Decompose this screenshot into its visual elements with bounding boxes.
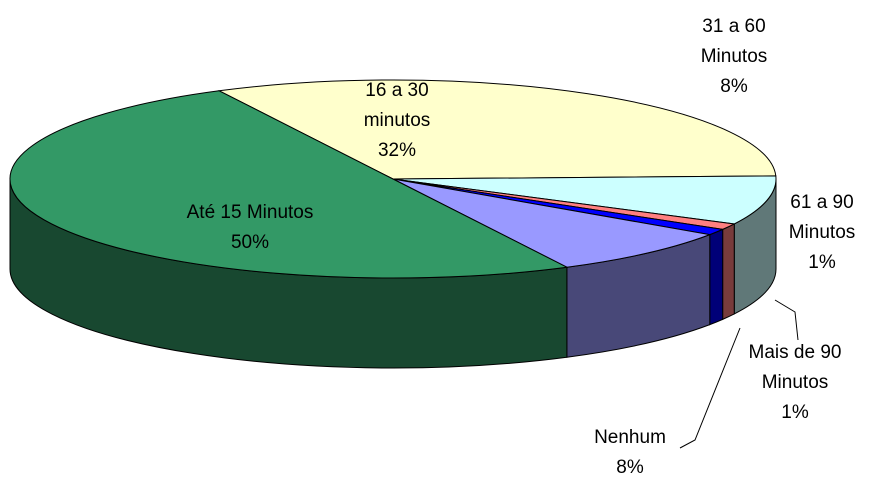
pie-side-61-a-90 [722, 223, 735, 321]
slice-label-61-a-90: 61 a 90 Minutos 1% [788, 192, 856, 273]
slice-label-16-a-30: 16 a 30 minutos 32% [363, 80, 431, 161]
leader-line-mais-de-90 [774, 299, 799, 341]
leader-lines [679, 299, 799, 449]
leader-line-nenhum [679, 327, 741, 449]
pie-slice-ate-15 [9, 90, 569, 279]
pie-slice-31-a-60 [392, 175, 777, 225]
slice-label-nenhum: Nenhum 8% [594, 427, 666, 478]
slice-label-31-a-60: 31 a 60 Minutos 8% [700, 16, 768, 97]
slice-label-mais-de-90: Mais de 90 Minutos 1% [748, 342, 842, 423]
pie-side-mais-de-90 [709, 228, 724, 326]
pie-slice-nenhum [392, 178, 712, 268]
pie-slice-16-a-30 [217, 79, 777, 180]
slice-label-ate-15: Até 15 Minutos 50% [186, 202, 314, 253]
pie-top-faces [9, 79, 777, 279]
